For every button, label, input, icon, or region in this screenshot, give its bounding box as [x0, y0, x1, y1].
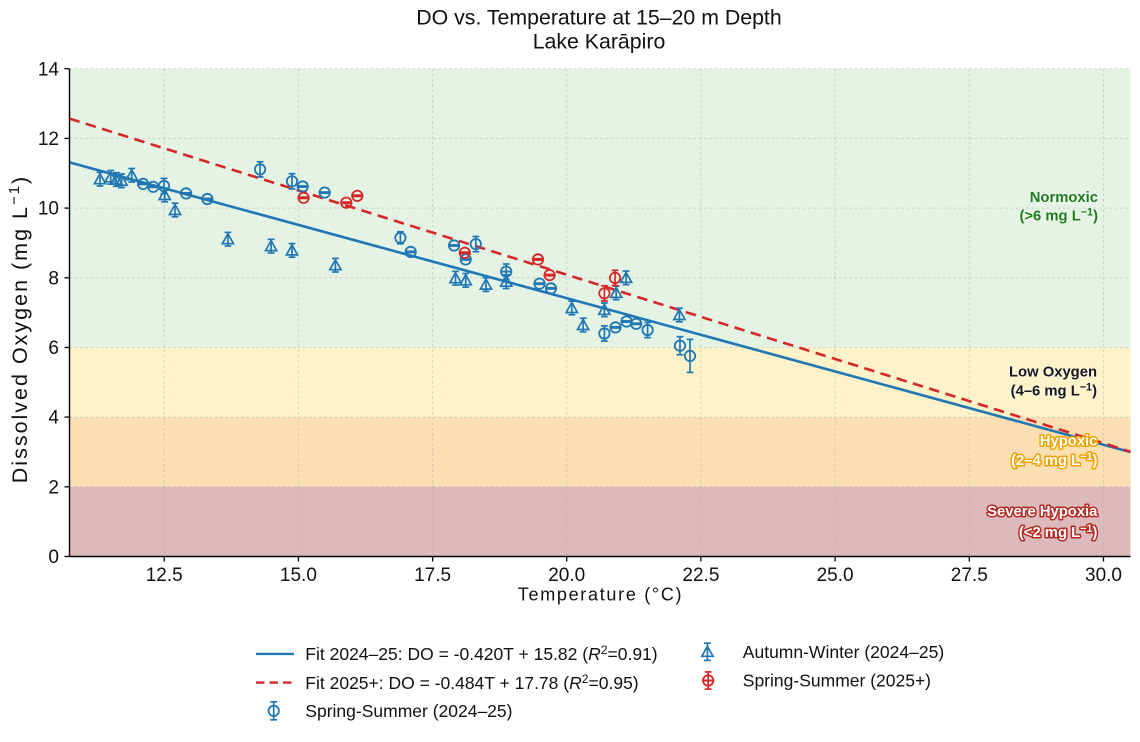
svg-text:4: 4 — [48, 408, 59, 429]
svg-text:(<2 mg L−1): (<2 mg L−1) — [1019, 523, 1098, 541]
svg-text:2: 2 — [48, 477, 59, 498]
svg-text:17.5: 17.5 — [414, 565, 451, 586]
svg-text:27.5: 27.5 — [951, 565, 988, 586]
svg-text:12.5: 12.5 — [146, 565, 183, 586]
svg-text:(2–4 mg L−1): (2–4 mg L−1) — [1011, 451, 1097, 469]
svg-text:DO vs. Temperature at 15–20 m: DO vs. Temperature at 15–20 m Depth — [416, 5, 781, 29]
svg-text:Spring-Summer (2024–25): Spring-Summer (2024–25) — [305, 701, 512, 721]
svg-text:15.0: 15.0 — [280, 565, 317, 586]
svg-text:30.0: 30.0 — [1085, 565, 1122, 586]
svg-text:(>6 mg L−1): (>6 mg L−1) — [1019, 207, 1098, 225]
svg-text:Dissolved Oxygen (mg L−1): Dissolved Oxygen (mg L−1) — [6, 175, 32, 483]
svg-text:8: 8 — [48, 268, 59, 289]
svg-text:0: 0 — [48, 547, 59, 568]
svg-text:Lake Karāpiro: Lake Karāpiro — [533, 29, 666, 53]
svg-text:Severe Hypoxia: Severe Hypoxia — [987, 504, 1098, 520]
svg-text:Normoxic: Normoxic — [1030, 190, 1098, 206]
svg-text:Hypoxic: Hypoxic — [1040, 434, 1098, 450]
svg-text:25.0: 25.0 — [817, 565, 854, 586]
svg-text:12: 12 — [38, 129, 59, 150]
svg-text:6: 6 — [48, 338, 59, 359]
svg-text:Autumn-Winter (2024–25): Autumn-Winter (2024–25) — [743, 642, 944, 662]
svg-text:Fit 2024–25: DO = -0.420T + 15: Fit 2024–25: DO = -0.420T + 15.82 (R2=0.… — [305, 643, 657, 664]
svg-text:22.5: 22.5 — [682, 565, 719, 586]
svg-text:20.0: 20.0 — [548, 565, 585, 586]
svg-text:10: 10 — [38, 199, 59, 220]
svg-text:Temperature (°C): Temperature (°C) — [518, 585, 683, 605]
svg-text:(4–6 mg L−1): (4–6 mg L−1) — [1011, 382, 1097, 400]
svg-text:14: 14 — [38, 59, 60, 80]
svg-text:Spring-Summer (2025+): Spring-Summer (2025+) — [743, 671, 931, 691]
svg-text:Low Oxygen: Low Oxygen — [1009, 365, 1097, 381]
svg-text:Fit 2025+: DO = -0.484T + 17.7: Fit 2025+: DO = -0.484T + 17.78 (R2=0.95… — [305, 672, 638, 693]
